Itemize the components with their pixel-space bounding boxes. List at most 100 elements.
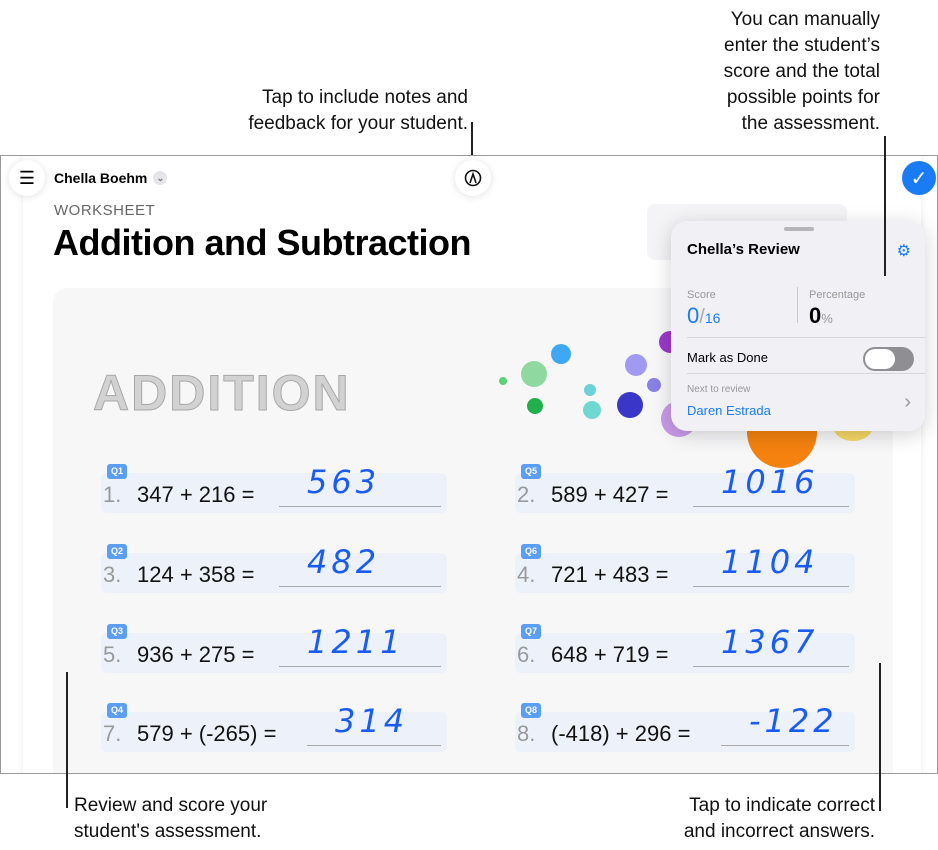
question-row[interactable]: 6. Q7 648 + 719 = 1367 [515, 623, 855, 673]
question-problem: 589 + 427 = [551, 482, 669, 507]
question-row[interactable]: 5. Q3 936 + 275 = 1211 [101, 623, 447, 673]
question-badge[interactable]: Q6 [521, 544, 542, 559]
question-row[interactable]: 4. Q6 721 + 483 = 1104 [515, 543, 855, 593]
callout-leader [66, 672, 68, 808]
question-problem: 936 + 275 = [137, 642, 255, 667]
answer-line [279, 585, 441, 587]
student-name: Chella Boehm [54, 170, 148, 186]
question-badge[interactable]: Q5 [521, 464, 542, 479]
question-row[interactable]: 1. Q1 347 + 216 = 563 [101, 463, 447, 513]
decor-dot [617, 392, 643, 418]
question-badge[interactable]: Q1 [107, 464, 128, 479]
callout-line: possible points for [726, 87, 880, 108]
question-badge[interactable]: Q3 [107, 624, 128, 639]
percentage-number: 0 [809, 303, 822, 328]
answer-line [721, 744, 849, 746]
decor-dot [527, 398, 543, 414]
question-number: 8. [517, 721, 536, 746]
question-row[interactable]: 3. Q2 124 + 358 = 482 [101, 543, 447, 593]
question-problem: (-418) + 296 = [551, 721, 691, 746]
decor-dot [499, 377, 507, 385]
question-problem: 648 + 719 = [551, 642, 669, 667]
page-title: Addition and Subtraction [53, 222, 471, 263]
callout-line: You can manually [730, 9, 880, 30]
score-field[interactable]: 0/16 [687, 303, 721, 328]
mark-as-done-toggle[interactable] [863, 347, 914, 371]
callout-line: Tap to indicate correct [689, 795, 875, 816]
student-selector[interactable]: Chella Boehm ⌄ [54, 170, 168, 186]
question-badge[interactable]: Q2 [107, 544, 128, 559]
callout-leader [884, 136, 886, 276]
question-number: 7. [103, 721, 122, 746]
handwritten-answer[interactable]: 1211 [307, 623, 405, 661]
notes-button[interactable] [455, 160, 491, 196]
percentage-label: Percentage [809, 289, 866, 301]
review-panel: Chella’s Review ⚙ Score 0/16 Percentage … [671, 221, 925, 431]
callout-correct: Tap to indicate correct and incorrect an… [600, 793, 875, 845]
callout-line: score and the total [723, 61, 880, 82]
question-number: 2. [517, 482, 536, 507]
callout-notes: Tap to include notes and feedback for yo… [220, 85, 468, 137]
question-badge[interactable]: Q7 [521, 624, 542, 639]
decor-dot [625, 354, 647, 376]
score-label: Score [687, 289, 716, 301]
decor-dot [583, 401, 601, 419]
answer-line [279, 505, 441, 507]
callout-line: Review and score your [74, 795, 268, 816]
score-total[interactable]: 16 [704, 310, 721, 326]
callout-score: You can manually enter the student’s sco… [660, 7, 880, 137]
menu-button[interactable]: ☰ [9, 160, 45, 196]
decor-dot [551, 344, 571, 364]
callout-line: enter the student’s [724, 35, 880, 56]
chevron-right-icon[interactable]: › [904, 391, 911, 413]
callout-review: Review and score your student's assessme… [74, 793, 267, 845]
callout-leader [879, 663, 881, 811]
handwritten-answer[interactable]: 482 [307, 543, 381, 581]
next-student-link[interactable]: Daren Estrada [687, 403, 771, 418]
app-screen: ☰ Chella Boehm ⌄ ✓ WORKSHEET Addition an… [0, 155, 938, 774]
decor-dot [647, 378, 661, 392]
callout-line: Tap to include notes and [262, 87, 468, 108]
question-badge[interactable]: Q8 [521, 703, 542, 718]
question-number: 5. [103, 642, 122, 667]
handwritten-answer[interactable]: 1104 [721, 543, 819, 581]
gear-icon[interactable]: ⚙ [896, 243, 911, 260]
question-problem: 579 + (-265) = [137, 721, 277, 746]
question-row[interactable]: 2. Q5 589 + 427 = 1016 [515, 463, 855, 513]
question-row[interactable]: 7. Q4 579 + (-265) = 314 [101, 702, 447, 752]
checkmark-icon: ✓ [910, 167, 928, 190]
chevron-down-icon: ⌄ [153, 171, 168, 185]
markup-pen-icon [464, 169, 482, 187]
question-problem: 347 + 216 = [137, 482, 255, 507]
handwritten-answer[interactable]: -122 [749, 702, 838, 740]
score-value[interactable]: 0 [687, 303, 700, 328]
answer-line [693, 665, 849, 667]
handwritten-answer[interactable]: 563 [307, 463, 381, 501]
list-icon: ☰ [18, 167, 36, 188]
percentage-value: 0% [809, 303, 833, 329]
percent-sign: % [821, 311, 833, 326]
done-button[interactable]: ✓ [902, 161, 936, 195]
next-to-review-label: Next to review [687, 384, 751, 395]
question-number: 1. [103, 482, 122, 507]
handwritten-answer[interactable]: 1016 [721, 463, 819, 501]
answer-line [693, 585, 849, 587]
answer-line [307, 744, 441, 746]
question-problem: 721 + 483 = [551, 562, 669, 587]
callout-line: feedback for your student. [248, 113, 468, 134]
question-number: 6. [517, 642, 536, 667]
question-badge[interactable]: Q4 [107, 703, 128, 718]
question-number: 4. [517, 562, 536, 587]
callout-line: the assessment. [741, 113, 880, 134]
decor-dot [521, 361, 547, 387]
callout-leader [471, 122, 473, 162]
answer-line [279, 665, 441, 667]
worksheet-kind: WORKSHEET [54, 202, 156, 219]
section-heading: ADDITION [93, 365, 351, 422]
handwritten-answer[interactable]: 1367 [721, 623, 819, 661]
question-row[interactable]: 8. Q8 (-418) + 296 = -122 [515, 702, 855, 752]
drag-handle[interactable] [784, 227, 814, 231]
question-problem: 124 + 358 = [137, 562, 255, 587]
answer-line [693, 505, 849, 507]
handwritten-answer[interactable]: 314 [335, 702, 409, 740]
